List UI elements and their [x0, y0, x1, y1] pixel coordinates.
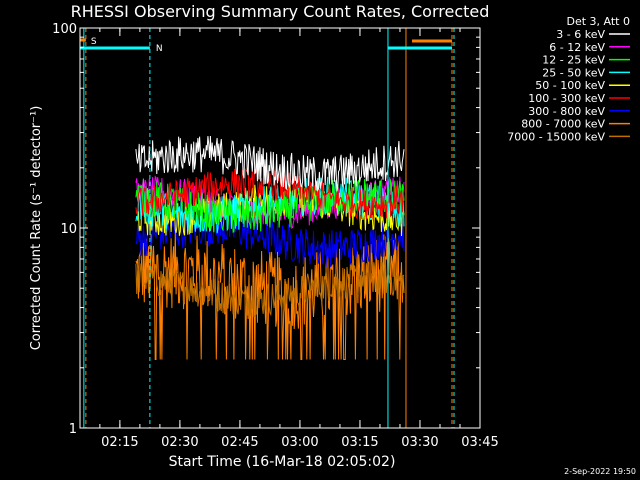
x-tick-label: 03:15	[341, 435, 378, 450]
x-tick-label: 02:45	[221, 435, 258, 450]
legend-entry-label: 3 - 6 keV	[556, 28, 605, 41]
y-tick-label: 1	[69, 422, 77, 437]
x-tick-label: 03:45	[461, 435, 498, 450]
legend-entry-label: 7000 - 15000 keV	[507, 130, 605, 143]
legend-entry-label: 12 - 25 keV	[542, 54, 605, 67]
legend-entry-label: 300 - 800 keV	[528, 105, 605, 118]
x-tick-label: 02:30	[161, 435, 198, 450]
series-line-25-50-kev	[135, 176, 405, 235]
legend-entry-label: 50 - 100 keV	[535, 79, 605, 92]
legend-detector-label: Det 3, Att 0	[567, 15, 631, 28]
x-tick-label: 03:30	[401, 435, 438, 450]
legend-entry-label: 100 - 300 keV	[528, 92, 605, 105]
series-line-7000-15000-kev	[135, 261, 405, 318]
y-tick-label: 10	[60, 222, 77, 237]
legend-entry-label: 25 - 50 keV	[542, 66, 605, 79]
legend-entry-label: 800 - 7000 keV	[521, 118, 605, 131]
chart-title: RHESSI Observing Summary Count Rates, Co…	[71, 2, 490, 21]
series-line-12-25-kev	[135, 178, 405, 233]
legend-entry-label: 6 - 12 keV	[549, 41, 605, 54]
x-tick-label: 03:00	[281, 435, 318, 450]
y-tick-label: 100	[52, 22, 77, 37]
flag-layer: SN	[80, 37, 452, 54]
series-line-100-300-kev	[135, 167, 405, 221]
y-axis-label: Corrected Count Rate (s⁻¹ detector⁻¹)	[29, 106, 44, 351]
series-layer	[135, 135, 405, 360]
x-axis-label: Start Time (16-Mar-18 02:05:02)	[169, 454, 396, 470]
series-line-3-6-kev	[135, 135, 405, 192]
flag-label: S	[91, 37, 97, 47]
flag-label: N	[156, 44, 163, 54]
x-tick-label: 02:15	[101, 435, 138, 450]
axis-layer: 02:15 02:30 02:45 03:00 03:15 03:30 03:45 1 10 10…	[52, 22, 499, 450]
footer-timestamp: 2-Sep-2022 19:50	[564, 467, 636, 476]
